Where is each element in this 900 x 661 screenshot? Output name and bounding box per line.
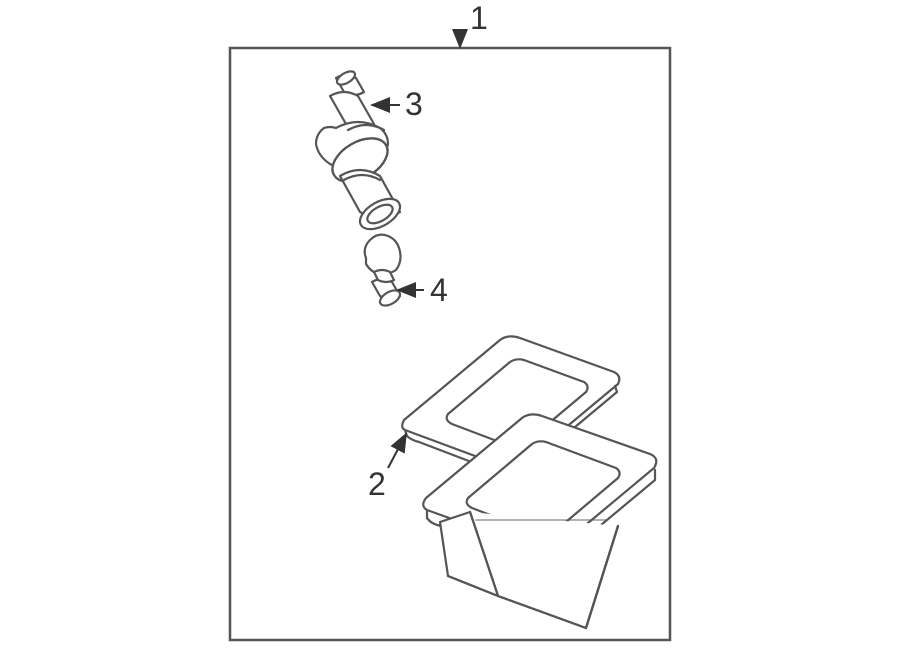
diagram-stage: 1 2 3 4 [0,0,900,661]
callout-label-4: 4 [430,274,448,306]
bulb [365,235,403,309]
callout-label-2: 2 [368,468,386,500]
callout-arrow-2 [388,434,406,468]
callout-label-1: 1 [470,2,488,34]
bulb-socket [316,69,405,236]
callout-label-3: 3 [405,88,423,120]
parts-diagram-svg [0,0,900,661]
